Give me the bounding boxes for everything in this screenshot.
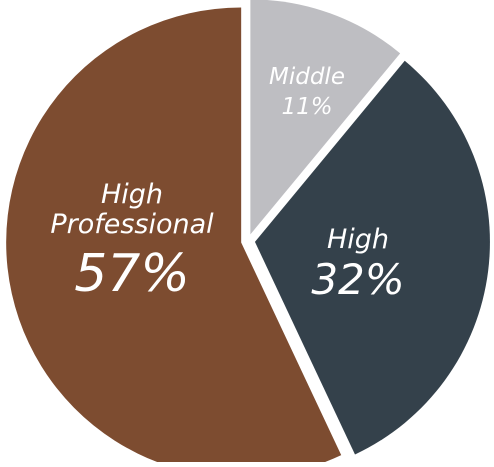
slice-value-text: 11% [281, 94, 332, 120]
slice-value-text: 32% [311, 255, 404, 304]
pie-slice-high [254, 60, 490, 455]
pie-slice-middle [250, 0, 401, 235]
slices-layer [6, 0, 490, 467]
slice-name-text: High [327, 224, 389, 255]
slice-value-text: 57% [74, 244, 190, 304]
slice-name-text: Middle [269, 64, 345, 90]
pie-slice-high-professional [6, 7, 342, 467]
slice-label-middle: Middle 11% [269, 64, 345, 120]
slice-name-text: High [101, 179, 163, 210]
slice-name-text: Professional [50, 209, 214, 240]
